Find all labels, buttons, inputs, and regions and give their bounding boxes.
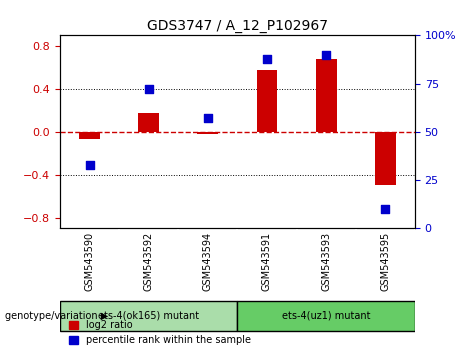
- Point: [86, 162, 93, 167]
- Bar: [257, 70, 278, 132]
- Point: [263, 56, 271, 61]
- Text: GSM543590: GSM543590: [84, 232, 95, 291]
- Legend: log2 ratio, percentile rank within the sample: log2 ratio, percentile rank within the s…: [65, 316, 255, 349]
- FancyBboxPatch shape: [237, 301, 415, 331]
- Bar: [375, 132, 396, 185]
- Bar: [197, 132, 218, 134]
- Text: GSM543591: GSM543591: [262, 232, 272, 291]
- Point: [322, 52, 330, 57]
- Point: [204, 115, 212, 121]
- Bar: [138, 113, 159, 132]
- Title: GDS3747 / A_12_P102967: GDS3747 / A_12_P102967: [147, 19, 328, 33]
- Text: ets-4(uz1) mutant: ets-4(uz1) mutant: [282, 311, 370, 321]
- Text: GSM543592: GSM543592: [144, 232, 154, 291]
- FancyBboxPatch shape: [60, 301, 237, 331]
- Bar: [316, 59, 337, 132]
- Text: ets-4(ok165) mutant: ets-4(ok165) mutant: [98, 311, 199, 321]
- Point: [382, 206, 389, 212]
- Text: GSM543593: GSM543593: [321, 232, 331, 291]
- Text: GSM543595: GSM543595: [380, 232, 390, 291]
- Bar: [79, 132, 100, 139]
- Point: [145, 87, 152, 92]
- Text: genotype/variation ▶: genotype/variation ▶: [5, 311, 108, 321]
- Text: GSM543594: GSM543594: [203, 232, 213, 291]
